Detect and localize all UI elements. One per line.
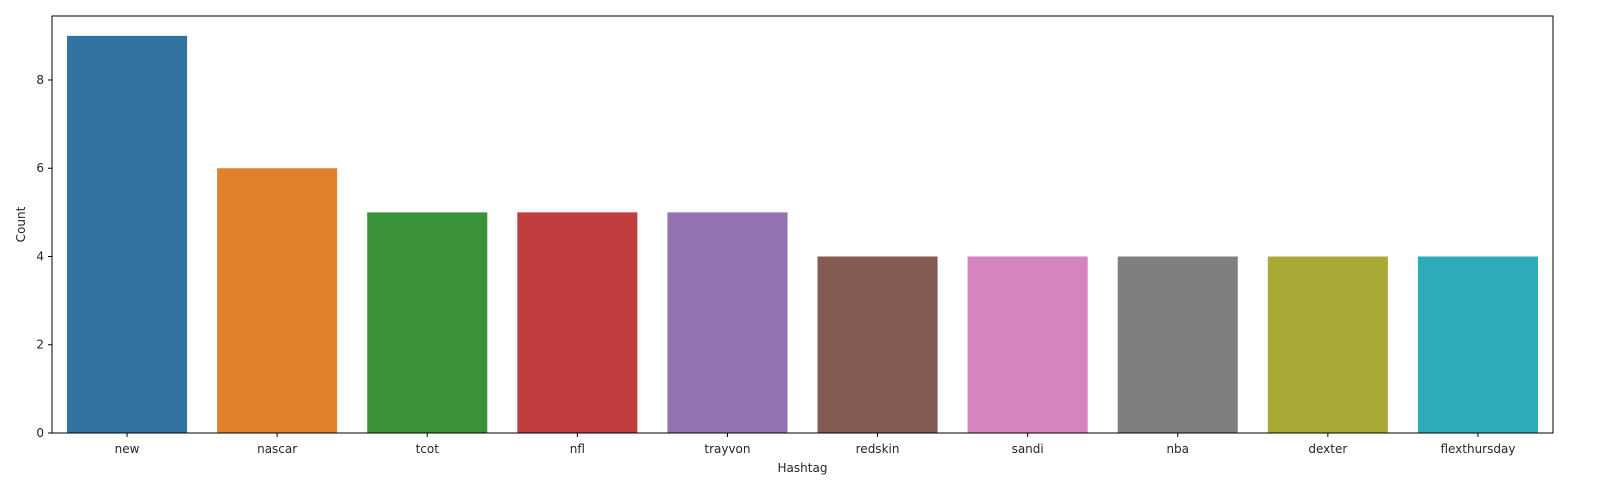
x-tick-label: sandi (1012, 442, 1044, 456)
plot-frame (51, 15, 1554, 434)
bars-group (67, 35, 1538, 433)
x-tick-label: flexthursday (1440, 442, 1515, 456)
x-ticks-group: new nascar tcot nfl trayvon redskin sandi nba de… (115, 433, 1515, 456)
y-ticks-group: 0 2 4 6 8 (36, 73, 52, 440)
bar-dexter (1267, 256, 1388, 433)
y-tick-label: 0 (36, 426, 44, 440)
bar-flexthursday (1417, 256, 1538, 433)
x-tick-label: trayvon (704, 442, 750, 456)
bar-new (67, 35, 188, 433)
y-tick-label: 8 (36, 73, 44, 87)
x-tick-label: tcot (416, 442, 440, 456)
y-tick-label: 4 (36, 249, 44, 263)
bar-nfl (517, 212, 638, 433)
x-tick-label: dexter (1308, 442, 1347, 456)
y-axis-label: Count (14, 206, 28, 242)
bar-redskin (817, 256, 938, 433)
bar-nba (1117, 256, 1238, 433)
x-tick-label: nfl (570, 442, 585, 456)
x-axis-label: Hashtag (778, 461, 828, 475)
bar-nascar (217, 168, 338, 433)
x-tick-label: nascar (257, 442, 297, 456)
bar-sandi (967, 256, 1088, 433)
y-tick-label: 6 (36, 161, 44, 175)
bar-trayvon (667, 212, 788, 433)
x-tick-label: nba (1166, 442, 1189, 456)
x-tick-label: redskin (856, 442, 900, 456)
bar-tcot (367, 212, 488, 433)
x-tick-label: new (115, 442, 140, 456)
y-tick-label: 2 (36, 338, 44, 352)
